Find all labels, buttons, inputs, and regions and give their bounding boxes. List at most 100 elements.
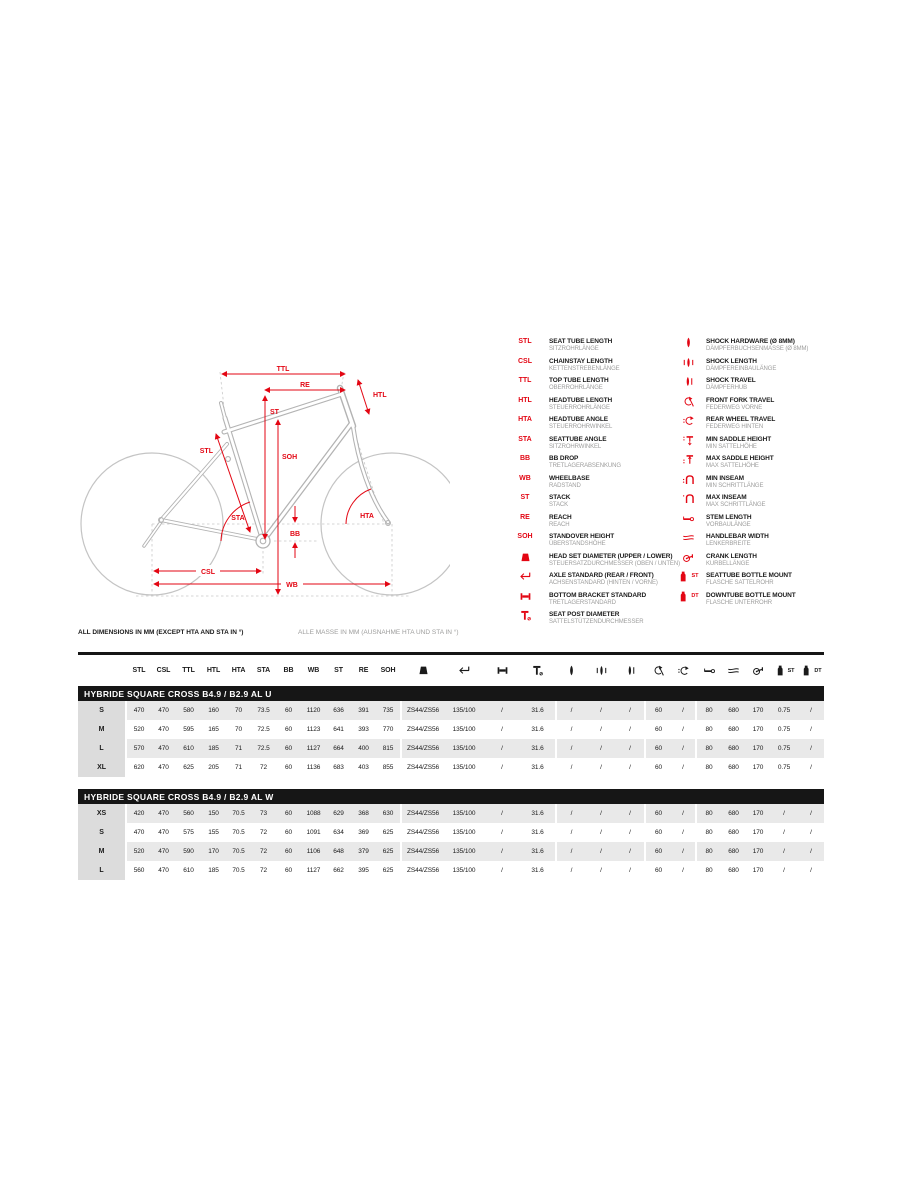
cell: 680: [721, 804, 746, 823]
cell: /: [671, 823, 697, 842]
inseam-min-icon: [682, 473, 695, 486]
legend-term-de: MIN SATTELHÖHE: [706, 443, 757, 450]
cell: 70.5: [226, 842, 251, 861]
cell: 135/100: [444, 842, 484, 861]
legend-key: [676, 533, 700, 544]
cell: 72.5: [257, 726, 270, 733]
cell: 80: [705, 829, 713, 836]
legend-key: HTL: [510, 397, 540, 405]
cell: 470: [151, 739, 176, 758]
legend-text: FRONT FORK TRAVEL FEDERWEG VORNE: [706, 397, 774, 412]
legend-term-de: KURBELLÄNGE: [706, 560, 750, 567]
dimensions-note-de: ALLE MASSE IN MM (AUSNAHME HTA UND STA I…: [298, 629, 459, 636]
cell: 60: [654, 829, 663, 836]
size-cell: L: [78, 739, 127, 758]
seatstay-junction: [225, 456, 231, 462]
cell: /: [783, 867, 785, 874]
cell: /: [501, 726, 503, 733]
cell: 680: [721, 739, 746, 758]
legend-term-en: MIN SADDLE HEIGHT: [706, 435, 772, 443]
legend-abbr-bb: BB: [519, 455, 531, 462]
legend-term-en: STEM LENGTH: [706, 513, 752, 521]
legend-text: HEADTUBE LENGTH STEUERROHRLÄNGE: [549, 397, 612, 412]
legend-abbr-stl: STL: [518, 338, 532, 345]
cell: 150: [201, 804, 226, 823]
cell: 470: [151, 701, 176, 720]
cell: ZS44/ZS56: [407, 726, 439, 733]
legend-term-de: FEDERWEG HINTEN: [706, 424, 764, 430]
cell: 170: [746, 739, 770, 758]
legend-text: SEATTUBE BOTTLE MOUNT FLASCHE SATTELROHR: [706, 572, 792, 587]
cell: 630: [376, 804, 402, 823]
legend-key: WB: [510, 475, 540, 483]
legend-item: ST SEATTUBE BOTTLE MOUNT FLASCHE SATTELROH…: [676, 572, 846, 592]
cell: 60: [284, 764, 293, 771]
legend-term-en: STANDOVER HEIGHT: [549, 533, 615, 540]
table-section-spacer: [78, 777, 824, 789]
legend-text: CHAINSTAY LENGTH KETTENSTREBENLÄNGE: [549, 358, 620, 373]
col-header-ttl: TTL: [176, 655, 201, 686]
cell: 73.5: [251, 701, 276, 720]
legend-text: SHOCK LENGTH DÄMPFEREINBAULÄNGE: [706, 358, 776, 373]
crank-icon: [682, 551, 695, 564]
dimension-labels: TTL RE ST HTL STL SOH BB STA HTA CSL WB: [200, 366, 388, 589]
legend-item: BB BB DROP TRETLAGERABSENKUNG: [510, 455, 680, 475]
cell: 680: [721, 842, 746, 861]
cell: /: [770, 842, 798, 861]
handlebar-icon: [727, 664, 740, 677]
legend-item: AXLE STANDARD (REAR / FRONT) ACHSENSTANDA…: [510, 572, 680, 592]
cell: 135/100: [452, 867, 476, 874]
legend-term-de: TRETLAGERABSENKUNG: [549, 463, 621, 469]
legend-term-de: ACHSENSTANDARD (HINTEN / VORNE): [549, 580, 658, 586]
size-cell: M: [78, 842, 127, 861]
bottle-icon: [677, 570, 690, 583]
cell: 560: [176, 804, 201, 823]
legend-term-de: MAX SATTELHÖHE: [706, 463, 759, 469]
cell: 135/100: [452, 726, 476, 733]
shock-travel-icon: [682, 375, 695, 388]
legend-text: BB DROP TRETLAGERABSENKUNG: [549, 455, 621, 470]
cell: 73: [251, 804, 276, 823]
cell: 170: [752, 726, 764, 733]
col-header-handlebar: [721, 655, 746, 686]
legend-key: [676, 455, 700, 466]
cell: ZS44/ZS56: [401, 804, 444, 823]
legend-term-en: HEADTUBE ANGLE: [549, 416, 609, 423]
legend-key: [676, 553, 700, 564]
legend-key: HTA: [510, 416, 540, 424]
bbstd-icon: [519, 590, 532, 603]
cell: /: [570, 829, 573, 836]
cell: 135/100: [444, 804, 484, 823]
legend-item: STL SEAT TUBE LENGTH SITZROHRLÄNGE: [510, 338, 680, 358]
cell: 31.6: [520, 842, 557, 861]
legend-key: STL: [510, 338, 540, 346]
legend-text: WHEELBASE RADSTAND: [549, 475, 590, 490]
legend-text: HANDLEBAR WIDTH LENKERBREITE: [706, 533, 769, 548]
legend-term-en: SEATTUBE BOTTLE MOUNT: [706, 572, 792, 579]
cell: /: [810, 764, 812, 771]
legend-item: RE REACH REACH: [510, 514, 680, 534]
size-cell: S: [78, 701, 127, 720]
cell: 1088: [301, 804, 326, 823]
legend-item: HTA HEADTUBE ANGLE STEUERROHRWINKEL: [510, 416, 680, 436]
cell: 680: [721, 701, 746, 720]
col-header-shock-hw: [556, 655, 586, 686]
cell: /: [501, 867, 503, 874]
cell: /: [770, 804, 798, 823]
label-stl: STL: [200, 448, 214, 455]
cell: /: [600, 726, 602, 733]
geometry-table-body: STL CSL TTL HTL HTA STA BB WB ST RE SOH ST DT HYBRIDE…: [78, 655, 824, 880]
cell: 1136: [306, 764, 321, 771]
legend-term-en: CRANK LENGTH: [706, 552, 757, 560]
legend-term-de: MIN SCHRITTLÄNGE: [706, 482, 764, 489]
bottom-bracket: [255, 533, 271, 549]
cell: 31.6: [520, 701, 557, 720]
cell: 60: [284, 829, 293, 836]
front-wheel: [320, 452, 450, 596]
bottle-icon: [800, 664, 813, 677]
legend-term-en: FRONT FORK TRAVEL: [706, 396, 775, 404]
col-header-headset: [401, 655, 444, 686]
cell: 60: [654, 867, 663, 874]
cell: /: [671, 739, 697, 758]
cell: 72.5: [251, 739, 276, 758]
